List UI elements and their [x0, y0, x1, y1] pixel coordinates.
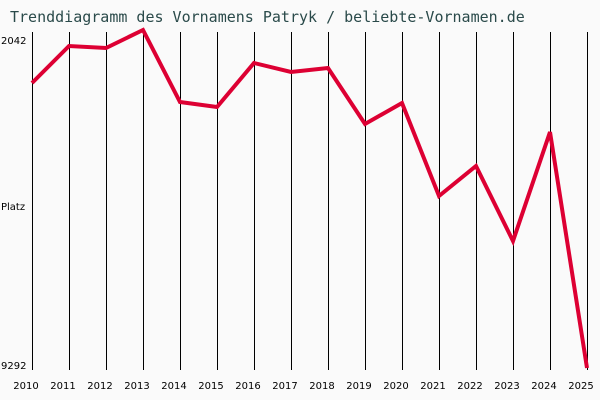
x-label-2012: 2012 [87, 381, 113, 392]
y-axis-top-label: 2042 [1, 36, 27, 47]
x-label-2013: 2013 [124, 381, 150, 392]
x-label-2023: 2023 [494, 381, 520, 392]
x-label-2025: 2025 [568, 381, 594, 392]
x-label-2010: 2010 [13, 381, 39, 392]
x-label-2021: 2021 [420, 381, 446, 392]
x-label-2024: 2024 [531, 381, 557, 392]
x-label-2019: 2019 [346, 381, 372, 392]
x-label-2020: 2020 [383, 381, 409, 392]
x-label-2014: 2014 [161, 381, 187, 392]
x-label-2017: 2017 [272, 381, 298, 392]
x-label-2011: 2011 [50, 381, 76, 392]
x-label-2016: 2016 [235, 381, 261, 392]
x-label-2018: 2018 [309, 381, 335, 392]
trend-line [30, 27, 589, 369]
vertical-gridlines [32, 32, 588, 370]
x-label-2022: 2022 [457, 381, 483, 392]
y-axis-title: Platz [1, 202, 26, 213]
x-label-2015: 2015 [198, 381, 224, 392]
chart-title: Trenddiagramm des Vornamens Patryk / bel… [10, 8, 525, 26]
y-axis-bottom-label: 9292 [1, 361, 27, 372]
